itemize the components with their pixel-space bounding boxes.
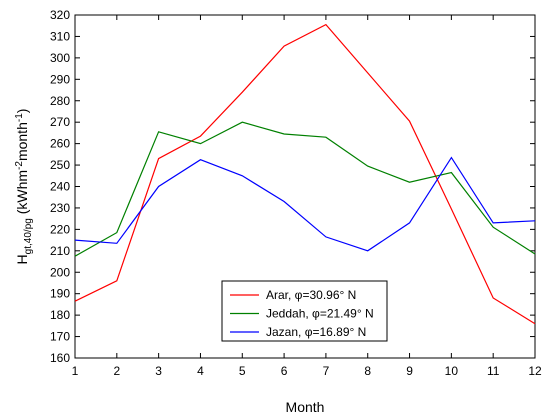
- y-axis-title: Hgt,40/pg (kWhm-2month-1): [14, 109, 34, 265]
- series-lines: [74, 23, 536, 325]
- y-tick-label: 320: [50, 8, 70, 22]
- x-tick-label: 1: [72, 364, 79, 378]
- x-tick-label: 7: [323, 364, 330, 378]
- y-tick-label: 200: [50, 265, 70, 279]
- legend-label-1: Jeddah, φ=21.49° N: [266, 307, 374, 321]
- y-tick-label: 290: [50, 72, 70, 86]
- legend-label-2: Jazan, φ=16.89° N: [266, 325, 366, 339]
- x-tick-label: 6: [281, 364, 288, 378]
- series-line-1: [74, 121, 536, 257]
- y-tick-label: 220: [50, 222, 70, 236]
- x-tick-label: 9: [406, 364, 413, 378]
- x-tick-label: 5: [239, 364, 246, 378]
- y-tick-label: 250: [50, 158, 70, 172]
- y-tick-label: 280: [50, 94, 70, 108]
- legend: Arar, φ=30.96° N Jeddah, φ=21.49° N Jazan,…: [221, 280, 388, 342]
- x-tick-label: 11: [487, 364, 500, 378]
- y-tick-label: 170: [50, 330, 70, 344]
- x-axis-ticks: 1 2 3 4 5 6 7 8 9 10 11 12: [72, 15, 542, 378]
- y-tick-label: 160: [50, 351, 70, 365]
- y-tick-label: 300: [50, 51, 70, 65]
- x-tick-label: 3: [155, 364, 162, 378]
- x-tick-label: 4: [197, 364, 204, 378]
- series-line-2: [74, 156, 536, 252]
- x-axis-title: Month: [286, 399, 325, 415]
- y-tick-label: 230: [50, 201, 70, 215]
- x-tick-label: 12: [528, 364, 542, 378]
- y-tick-label: 180: [50, 308, 70, 322]
- x-tick-label: 10: [445, 364, 459, 378]
- y-tick-label: 260: [50, 137, 70, 151]
- legend-box: [221, 280, 388, 342]
- y-tick-label: 310: [50, 29, 70, 43]
- y-axis-ticks: 160 170 180 190 200 210 220 230 240 250 260 270 280 2…: [50, 8, 535, 365]
- legend-label-0: Arar, φ=30.96° N: [266, 288, 356, 302]
- y-tick-label: 190: [50, 287, 70, 301]
- x-tick-label: 8: [364, 364, 371, 378]
- x-tick-label: 2: [113, 364, 120, 378]
- y-tick-label: 210: [50, 244, 70, 258]
- y-tick-label: 240: [50, 180, 70, 194]
- series-line-0: [74, 23, 536, 325]
- y-tick-label: 270: [50, 115, 70, 129]
